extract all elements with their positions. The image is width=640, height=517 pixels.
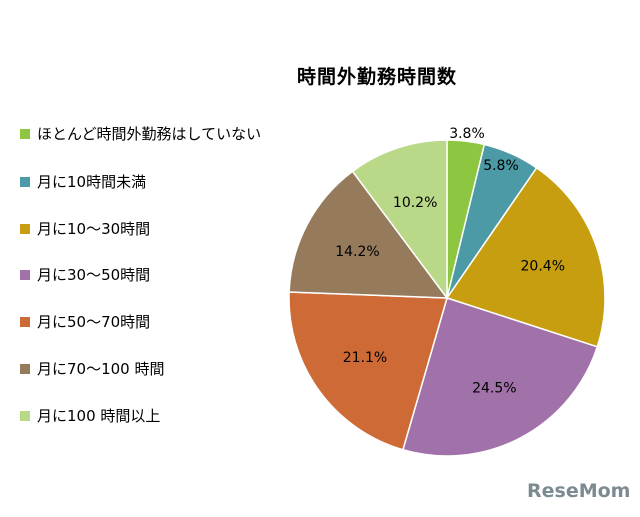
legend-item: ほとんど時間外勤務はしていない	[20, 124, 261, 144]
data-label: 14.2%	[335, 244, 379, 260]
legend-item: 月に100 時間以上	[20, 406, 160, 426]
data-label: 21.1%	[343, 350, 387, 366]
legend-label: 月に10～30時間	[37, 220, 151, 238]
data-label: 20.4%	[521, 259, 565, 275]
pie-slice	[288, 170, 449, 299]
resemom-logo: ReseMom	[527, 480, 631, 502]
legend-item: 月に70～100 時間	[20, 359, 165, 379]
data-label: 3.8%	[449, 126, 485, 142]
legend-swatch	[20, 316, 30, 327]
pie-slice	[351, 139, 448, 301]
legend-swatch	[20, 410, 30, 421]
legend-swatch	[20, 269, 30, 280]
data-label: 24.5%	[472, 380, 516, 396]
data-label: 10.2%	[393, 195, 437, 211]
legend-swatch	[20, 128, 30, 139]
legend-swatch	[20, 176, 30, 187]
pie-slice	[445, 166, 606, 348]
legend-label: 月に70～100 時間	[37, 360, 165, 378]
legend-label: 月に100 時間以上	[37, 407, 161, 425]
legend-item: 月に10～30時間	[20, 219, 150, 239]
legend-label: 月に10時間未満	[37, 173, 147, 191]
pie-slice	[288, 291, 448, 451]
pie-slice	[401, 297, 599, 457]
legend-item: 月に50～70時間	[20, 312, 150, 332]
data-label: 5.8%	[483, 158, 519, 174]
legend-label: 月に50～70時間	[37, 313, 151, 331]
chart-title: 時間外勤務時間数	[296, 66, 457, 88]
legend-item: 月に10時間未満	[20, 172, 146, 192]
legend-swatch	[20, 223, 30, 234]
legend-item: 月に30～50時間	[20, 265, 150, 285]
legend-label: 月に30～50時間	[37, 266, 151, 284]
legend-label: ほとんど時間外勤務はしていない	[37, 125, 262, 143]
legend-swatch	[20, 363, 30, 374]
